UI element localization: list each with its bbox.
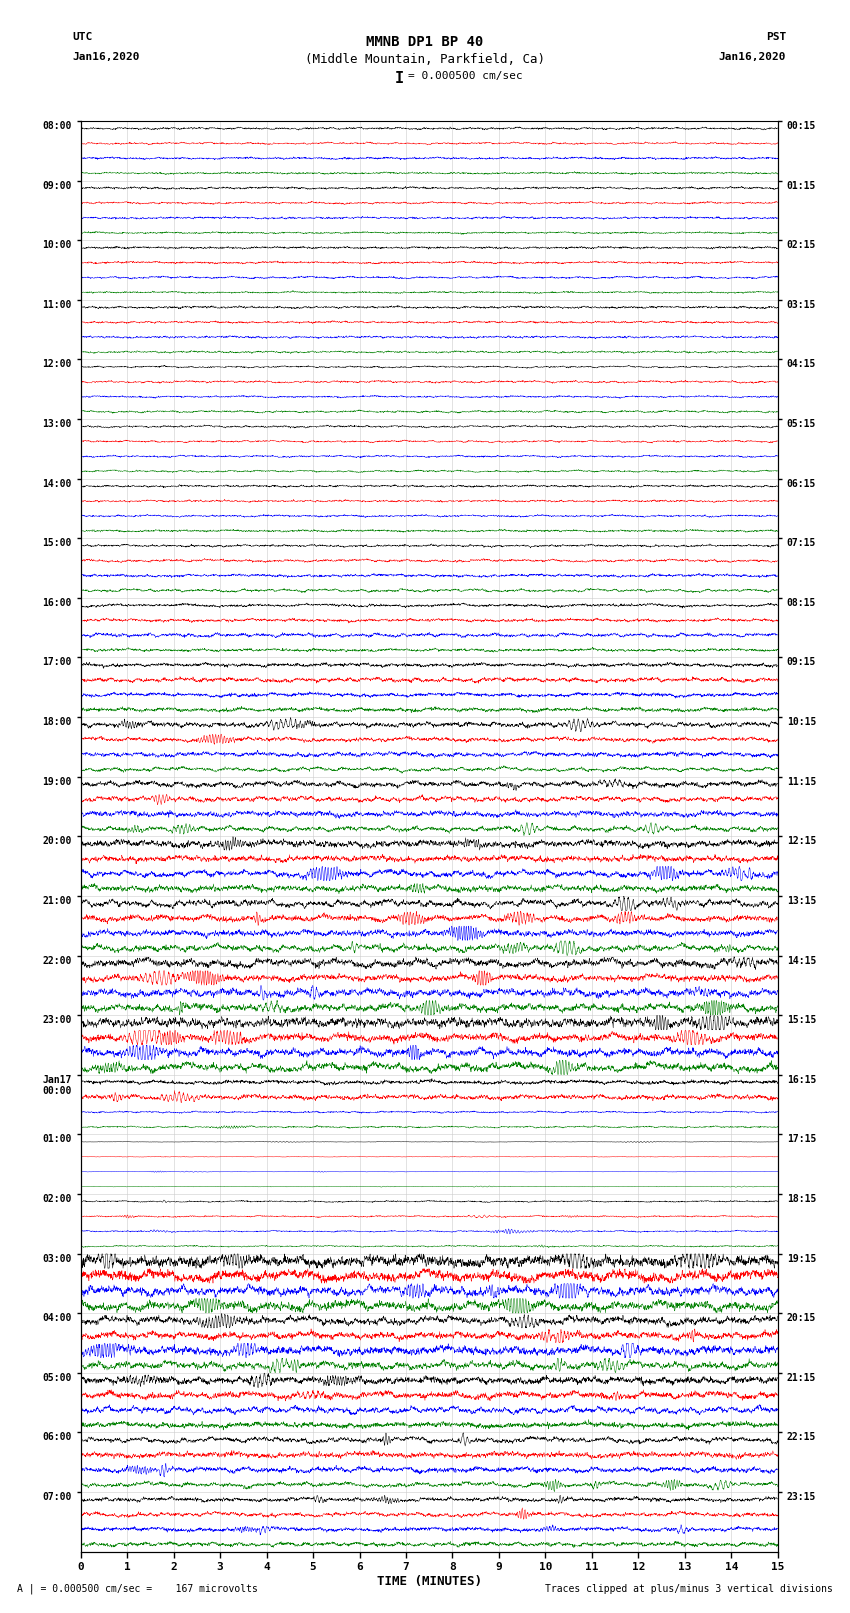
Text: MMNB DP1 BP 40: MMNB DP1 BP 40	[366, 35, 484, 50]
Text: Jan16,2020: Jan16,2020	[72, 52, 139, 61]
Text: Jan16,2020: Jan16,2020	[719, 52, 786, 61]
Text: = 0.000500 cm/sec: = 0.000500 cm/sec	[408, 71, 523, 81]
Text: (Middle Mountain, Parkfield, Ca): (Middle Mountain, Parkfield, Ca)	[305, 53, 545, 66]
Text: Traces clipped at plus/minus 3 vertical divisions: Traces clipped at plus/minus 3 vertical …	[545, 1584, 833, 1594]
X-axis label: TIME (MINUTES): TIME (MINUTES)	[377, 1574, 482, 1587]
Text: PST: PST	[766, 32, 786, 42]
Text: I: I	[395, 71, 404, 85]
Text: A | = 0.000500 cm/sec =    167 microvolts: A | = 0.000500 cm/sec = 167 microvolts	[17, 1582, 258, 1594]
Text: UTC: UTC	[72, 32, 93, 42]
